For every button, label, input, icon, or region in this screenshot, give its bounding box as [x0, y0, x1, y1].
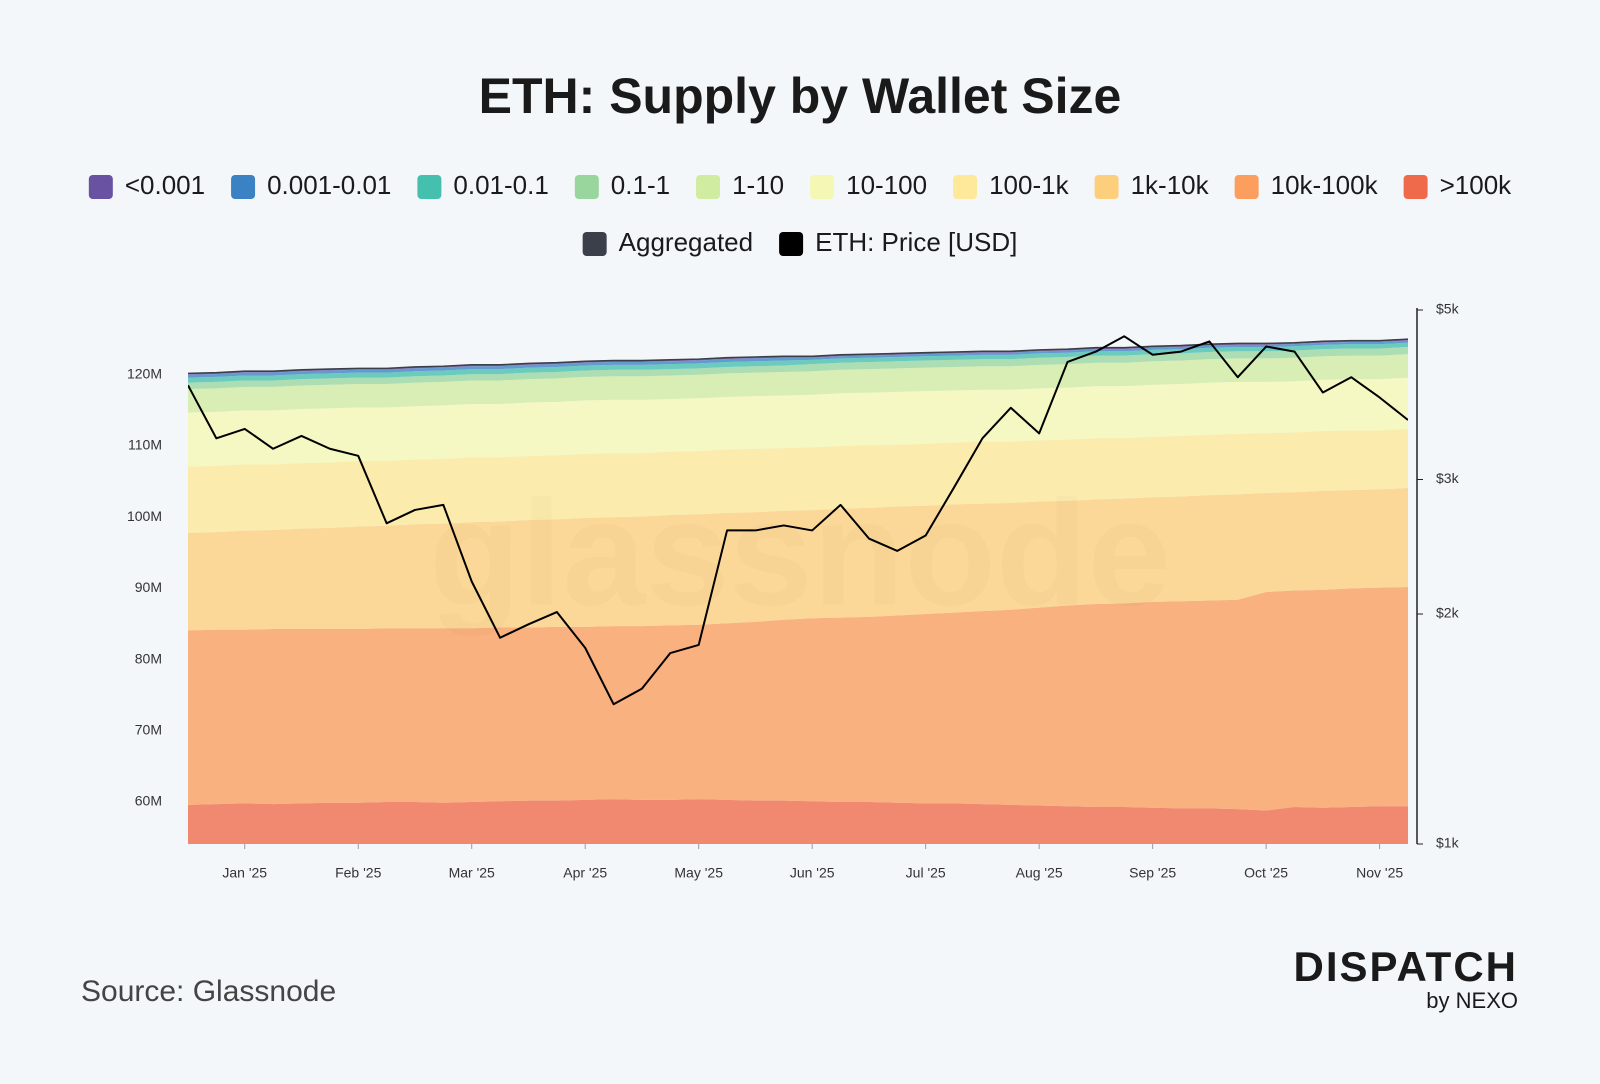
legend-label: 10k-100k — [1271, 170, 1379, 200]
plot — [188, 335, 1408, 844]
legend-label: 100-1k — [989, 170, 1069, 200]
y-tick-label: 100M — [127, 508, 162, 524]
legend-swatch — [810, 175, 835, 199]
x-tick-label: Apr '25 — [563, 865, 607, 881]
area — [188, 586, 1408, 811]
legend-swatch — [1234, 175, 1259, 199]
legend-swatch — [574, 175, 599, 199]
legend-row: <0.001 0.001-0.01 0.01-0.1 0.1-1 1-10 10-100 1… — [88, 170, 1513, 200]
area — [188, 340, 1408, 378]
legend-row: Aggregated ETH: Price [USD] — [582, 227, 1017, 257]
y-tick-label: 110M — [128, 437, 162, 453]
legend-swatch — [582, 232, 607, 256]
x-tick-label: Jul '25 — [906, 865, 946, 881]
area — [188, 354, 1408, 413]
legend-swatch — [953, 175, 978, 199]
y2-tick-label: $5k — [1436, 301, 1460, 317]
y-tick-label: 90M — [135, 579, 162, 595]
legend-label: Aggregated — [619, 227, 753, 257]
area — [188, 488, 1408, 631]
source: Source: Glassnode — [81, 975, 336, 1008]
x-tick-label: Jan '25 — [222, 865, 267, 881]
area — [188, 377, 1408, 467]
legend-label: 0.001-0.01 — [267, 170, 391, 200]
area — [188, 342, 1408, 383]
legend-swatch — [1094, 175, 1119, 199]
legend-swatch — [417, 175, 442, 199]
price-line — [188, 335, 1408, 706]
chart-title: ETH: Supply by Wallet Size — [479, 68, 1122, 124]
area — [188, 347, 1408, 390]
legend-label: 0.01-0.1 — [453, 170, 548, 200]
legend-swatch — [779, 232, 804, 256]
x-tick-label: Sep '25 — [1129, 865, 1176, 881]
x-tick-label: Aug '25 — [1016, 865, 1063, 881]
legend-swatch — [88, 175, 113, 199]
x-tick-label: Nov '25 — [1356, 865, 1403, 881]
y2-tick-label: $2k — [1436, 605, 1460, 621]
legend-swatch — [231, 175, 256, 199]
x-tick-label: May '25 — [674, 865, 723, 881]
y-tick-label: 60M — [135, 793, 162, 809]
y2-tick-label: $1k — [1436, 835, 1460, 851]
y-tick-label: 120M — [127, 365, 162, 381]
legend-label: 10-100 — [846, 170, 927, 200]
brand-sub: by NEXO — [1426, 988, 1518, 1013]
y-tick-label: 80M — [135, 650, 162, 666]
legend-label: 1-10 — [732, 170, 784, 200]
aggregate-line — [188, 338, 1408, 375]
legend-swatch — [1403, 175, 1428, 199]
legend-label: ETH: Price [USD] — [815, 227, 1017, 257]
legend-swatch — [696, 175, 721, 199]
x-tick-label: Feb '25 — [335, 865, 381, 881]
y-tick-label: 70M — [135, 721, 162, 737]
area — [188, 428, 1408, 533]
legend-label: 1k-10k — [1131, 170, 1210, 200]
x-tick-label: Oct '25 — [1244, 865, 1288, 881]
y2-tick-label: $3k — [1436, 470, 1460, 486]
legend-label: <0.001 — [125, 170, 205, 200]
brand: DISPATCH — [1294, 943, 1518, 990]
area — [188, 799, 1408, 844]
legend-label: >100k — [1440, 170, 1513, 200]
x-tick-label: Mar '25 — [449, 865, 495, 881]
x-tick-label: Jun '25 — [790, 865, 835, 881]
legend-label: 0.1-1 — [611, 170, 670, 200]
